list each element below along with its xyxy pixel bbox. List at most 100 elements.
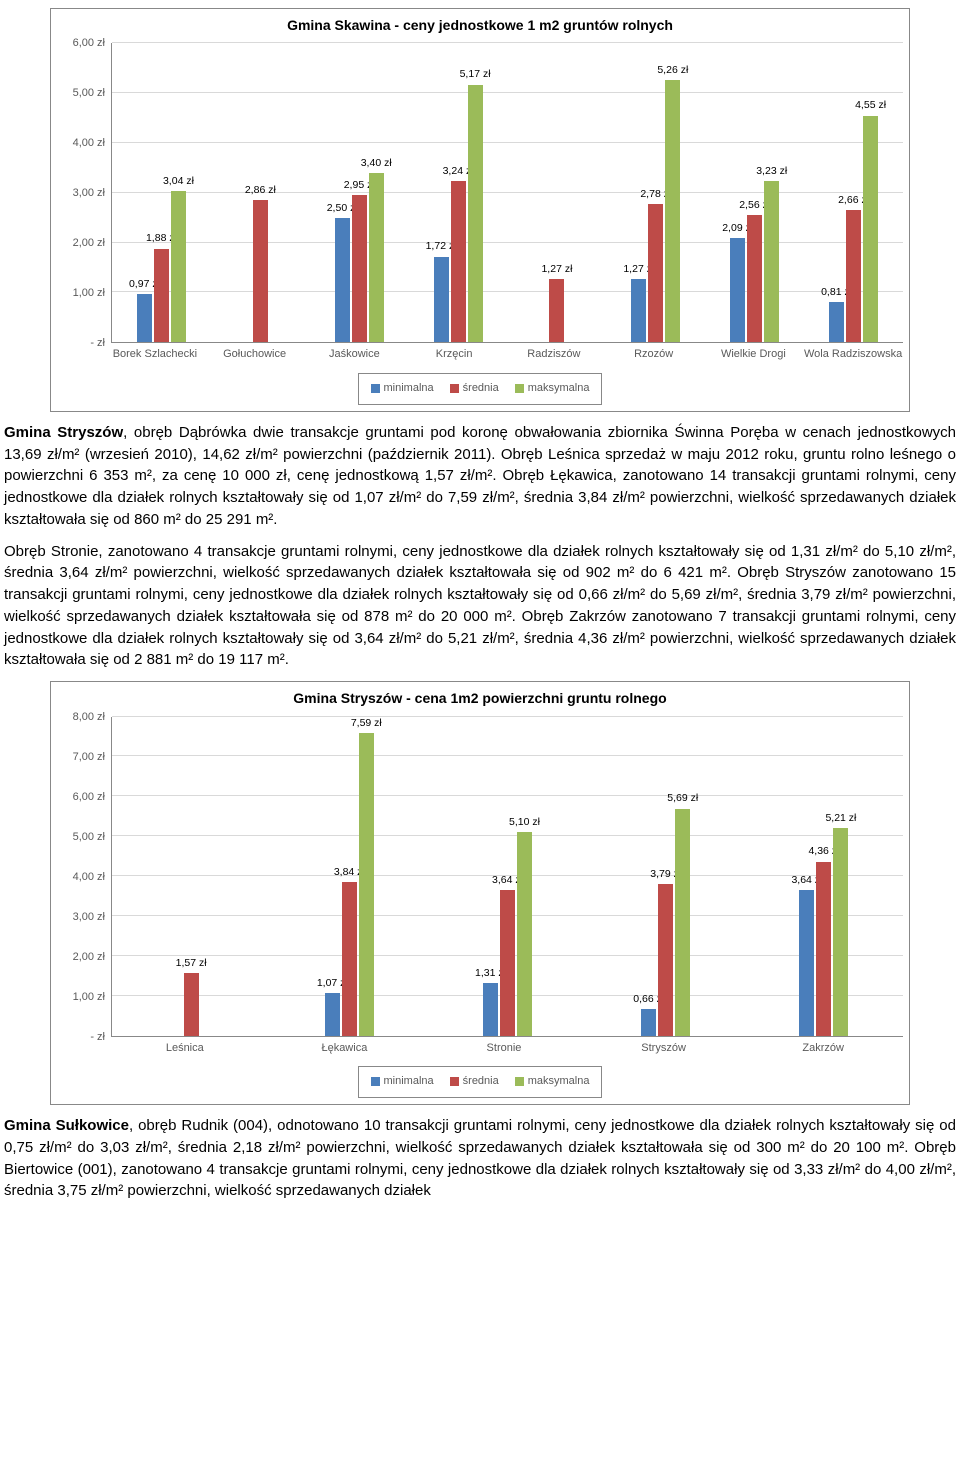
bar-label: 5,17 zł	[460, 67, 491, 82]
legend-item: minimalna	[371, 381, 434, 397]
bar-label: 5,26 zł	[657, 63, 688, 78]
y-axis: 8,00 zł7,00 zł6,00 zł5,00 zł4,00 zł3,00 …	[57, 717, 111, 1037]
legend-swatch	[371, 384, 380, 393]
legend: minimalna średnia maksymalna	[358, 1066, 603, 1098]
bar-group: 1,72 zł 3,24 zł 5,17 zł	[409, 43, 508, 342]
bar-srednia: 1,27 zł	[549, 279, 564, 342]
x-axis-label: Rzozów	[604, 343, 704, 363]
bar-group: 1,31 zł 3,64 zł 5,10 zł	[428, 717, 586, 1036]
bar-minimalna: 0,97 zł	[137, 294, 152, 342]
bar-maksymalna: 5,26 zł	[665, 80, 680, 342]
chart-plot: 8,00 zł7,00 zł6,00 zł5,00 zł4,00 zł3,00 …	[57, 717, 903, 1099]
paragraph-sulkowice: Gmina Sułkowice, obręb Rudnik (004), odn…	[0, 1115, 960, 1202]
bar-group: 2,09 zł 2,56 zł 3,23 zł	[705, 43, 804, 342]
bar-label: 5,21 zł	[825, 811, 856, 826]
legend-swatch	[450, 384, 459, 393]
legend-item: średnia	[450, 381, 499, 397]
bar-group: 2,50 zł 2,95 zł 3,40 zł	[310, 43, 409, 342]
legend-swatch	[515, 1077, 524, 1086]
bar-minimalna: 1,27 zł	[631, 279, 646, 342]
x-axis-label: Borek Szlachecki	[105, 343, 205, 363]
bar-maksymalna: 5,21 zł	[833, 828, 848, 1036]
bar-srednia: 3,84 zł	[342, 882, 357, 1035]
bar-maksymalna: 5,17 zł	[468, 85, 483, 343]
bar-minimalna: 0,81 zł	[829, 302, 844, 342]
legend-item: średnia	[450, 1074, 499, 1090]
bar-label: 3,04 zł	[163, 174, 194, 189]
x-axis-label: Leśnica	[105, 1037, 265, 1057]
paragraph-stryszow-cont: Obręb Stronie, zanotowano 4 transakcje g…	[0, 541, 960, 672]
chart-title: Gmina Skawina - ceny jednostkowe 1 m2 gr…	[57, 15, 903, 35]
bar-group: 0,66 zł 3,79 zł 5,69 zł	[587, 717, 745, 1036]
bar-minimalna: 3,64 zł	[799, 890, 814, 1035]
bar-maksymalna: 3,23 zł	[764, 181, 779, 342]
bar-srednia: 2,95 zł	[352, 195, 367, 342]
bar-srednia: 3,79 zł	[658, 884, 673, 1035]
plot-region: 0,97 zł 1,88 zł 3,04 zł 2,86 zł 2,50 zł	[111, 43, 903, 343]
chart-skawina: Gmina Skawina - ceny jednostkowe 1 m2 gr…	[50, 8, 910, 412]
legend: minimalna średnia maksymalna	[358, 373, 603, 405]
bar-group: 3,64 zł 4,36 zł 5,21 zł	[745, 717, 903, 1036]
bar-group: 1,57 zł	[112, 717, 270, 1036]
bar-srednia: 2,86 zł	[253, 200, 268, 343]
legend-swatch	[450, 1077, 459, 1086]
bar-srednia: 2,56 zł	[747, 215, 762, 343]
bar-minimalna: 1,31 zł	[483, 983, 498, 1035]
legend-item: maksymalna	[515, 381, 590, 397]
bar-group: 1,27 zł	[508, 43, 607, 342]
chart-stryszow: Gmina Stryszów - cena 1m2 powierzchni gr…	[50, 681, 910, 1105]
bar-maksymalna: 5,69 zł	[675, 809, 690, 1036]
bar-srednia: 4,36 zł	[816, 862, 831, 1036]
plot-region: 1,57 zł 1,07 zł 3,84 zł 7,59 zł 1,31 zł	[111, 717, 903, 1037]
para1-body: , obręb Dąbrówka dwie transakcje gruntam…	[4, 424, 956, 528]
bar-minimalna: 1,07 zł	[325, 993, 340, 1036]
y-axis: 6,00 zł5,00 zł4,00 zł3,00 zł2,00 zł1,00 …	[57, 43, 111, 343]
bar-label: 5,10 zł	[509, 815, 540, 830]
bar-label: 4,55 zł	[855, 98, 886, 113]
bar-minimalna: 2,50 zł	[335, 218, 350, 343]
bar-group: 2,86 zł	[211, 43, 310, 342]
bar-maksymalna: 3,04 zł	[171, 191, 186, 342]
bar-group: 0,97 zł 1,88 zł 3,04 zł	[112, 43, 211, 342]
bar-group: 1,27 zł 2,78 zł 5,26 zł	[606, 43, 705, 342]
bar-minimalna: 1,72 zł	[434, 257, 449, 343]
bar-label: 5,69 zł	[667, 791, 698, 806]
x-axis-label: Radziszów	[504, 343, 604, 363]
legend-item: maksymalna	[515, 1074, 590, 1090]
bar-srednia: 2,66 zł	[846, 210, 861, 343]
x-axis-label: Jaśkowice	[305, 343, 405, 363]
x-axis-label: Łękawica	[265, 1037, 425, 1057]
chart-title: Gmina Stryszów - cena 1m2 powierzchni gr…	[57, 688, 903, 708]
bar-label: 3,40 zł	[361, 156, 392, 171]
bar-srednia: 3,64 zł	[500, 890, 515, 1035]
legend-item: minimalna	[371, 1074, 434, 1090]
bar-label: 3,23 zł	[756, 164, 787, 179]
bar-srednia: 2,78 zł	[648, 204, 663, 343]
bar-minimalna: 0,66 zł	[641, 1009, 656, 1035]
chart-plot: 6,00 zł5,00 zł4,00 zł3,00 zł2,00 zł1,00 …	[57, 43, 903, 405]
bar-label: 2,86 zł	[245, 183, 276, 198]
legend-swatch	[371, 1077, 380, 1086]
bar-srednia: 3,24 zł	[451, 181, 466, 342]
paragraph-stryszow-intro: Gmina Stryszów, obręb Dąbrówka dwie tran…	[0, 422, 960, 531]
bar-label: 1,27 zł	[541, 262, 572, 277]
bar-label: 7,59 zł	[351, 716, 382, 731]
bar-maksymalna: 7,59 zł	[359, 733, 374, 1036]
legend-swatch	[515, 384, 524, 393]
para3-body: , obręb Rudnik (004), odnotowano 10 tran…	[4, 1117, 956, 1199]
x-axis-label: Wola Radziszowska	[803, 343, 903, 363]
x-axis-label: Wielkie Drogi	[704, 343, 804, 363]
x-axis-label: Krzęcin	[404, 343, 504, 363]
bar-label: 1,57 zł	[176, 956, 207, 971]
x-axis-label: Stronie	[424, 1037, 584, 1057]
bar-srednia: 1,57 zł	[184, 973, 199, 1036]
bar-maksymalna: 5,10 zł	[517, 832, 532, 1035]
bar-group: 0,81 zł 2,66 zł 4,55 zł	[804, 43, 903, 342]
bar-maksymalna: 4,55 zł	[863, 116, 878, 343]
x-axis-label: Gołuchowice	[205, 343, 305, 363]
bar-srednia: 1,88 zł	[154, 249, 169, 343]
x-axis-label: Stryszów	[584, 1037, 744, 1057]
x-axis-label: Zakrzów	[743, 1037, 903, 1057]
bar-maksymalna: 3,40 zł	[369, 173, 384, 342]
bar-group: 1,07 zł 3,84 zł 7,59 zł	[270, 717, 428, 1036]
